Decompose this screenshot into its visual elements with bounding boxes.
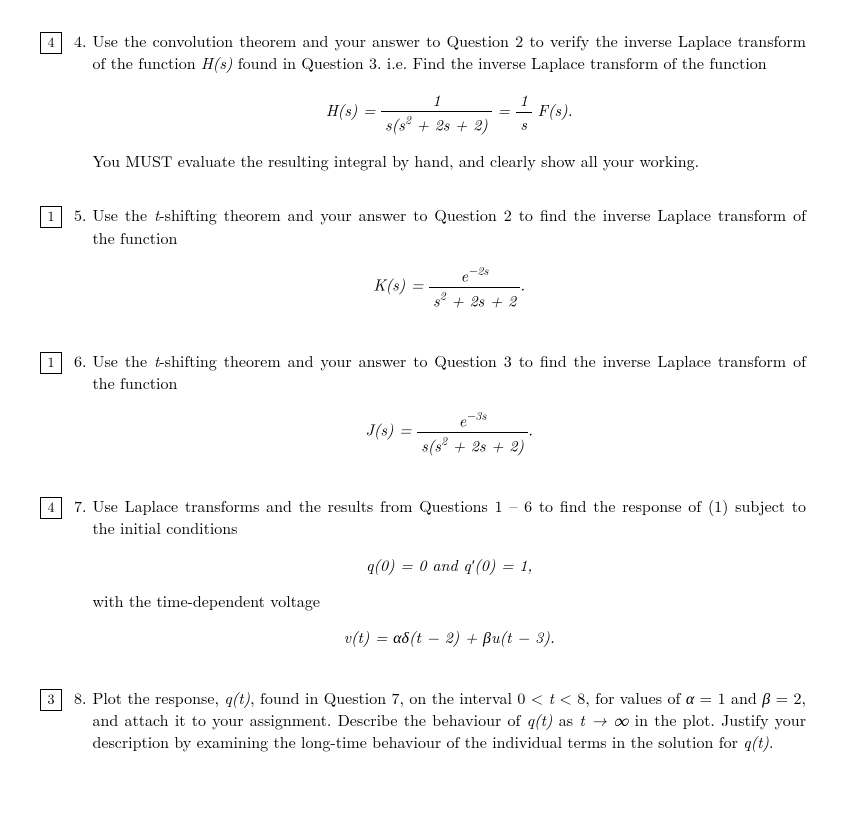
denominator: s2 + 2s + 2 [429, 288, 520, 312]
numerator: e−2s [429, 263, 520, 288]
numerator: e−3s [417, 408, 528, 433]
equation: K(s) = e−2s s2 + 2s + 2 . [92, 263, 806, 311]
fraction: 1 s(s2 + 2s + 2) [381, 89, 492, 136]
question-text: Use the convolution theorem and your ans… [92, 30, 806, 75]
text: as [552, 708, 579, 731]
mark-box: 4 [40, 32, 62, 54]
numerator: 1 [381, 89, 492, 112]
eq-end: . [528, 418, 533, 441]
text: Use the [92, 203, 154, 226]
question-body: Use the t-shifting theorem and your answ… [92, 350, 806, 471]
text: -shifting theorem and your answer to Que… [92, 349, 806, 394]
eq-lhs: H(s) = [326, 98, 381, 121]
question-4: 4 4. Use the convolution theorem and you… [40, 30, 806, 180]
den-part: s(s [385, 113, 405, 136]
question-number: 6. [74, 350, 86, 372]
math-inline: β [762, 686, 770, 709]
equation: H(s) = 1 s(s2 + 2s + 2) = 1 s F(s). [92, 89, 806, 136]
question-8: 3 8. Plot the response, q(t), found in Q… [40, 687, 806, 762]
text: = 1 and [694, 686, 762, 709]
equation: v(t) = αδ(t − 2) + βu(t − 3). [92, 626, 806, 648]
question-number: 7. [74, 495, 86, 517]
denominator: s [516, 113, 532, 135]
sup: −2s [468, 262, 488, 279]
eq-mid: = [498, 98, 516, 121]
math-inline: H(s) [201, 51, 233, 74]
question-6: 1 6. Use the t-shifting theorem and your… [40, 350, 806, 471]
den-part: s(s [421, 433, 441, 456]
den-part: + 2s + 2 [446, 288, 516, 311]
denominator: s(s2 + 2s + 2) [417, 433, 528, 457]
text: -shifting theorem and your answer to Que… [92, 203, 806, 248]
question-text: Use Laplace transforms and the results f… [92, 495, 806, 540]
math-inline: q(t) [527, 708, 553, 731]
question-7: 4 7. Use Laplace transforms and the resu… [40, 495, 806, 663]
math-inline: q(t) [224, 686, 250, 709]
math-inline: α [686, 686, 694, 709]
mark-box: 1 [40, 352, 62, 374]
text: found in Question 3. i.e. Find the inver… [232, 51, 766, 74]
math-inline: t → ∞ [579, 708, 628, 731]
eq-lhs: K(s) = [373, 273, 429, 296]
question-5: 1 5. Use the t-shifting theorem and your… [40, 204, 806, 325]
fraction: 1 s [516, 89, 532, 135]
question-number: 8. [74, 687, 86, 709]
text: , found in Question 7, on the interval 0… [250, 686, 549, 709]
question-number: 5. [74, 204, 86, 226]
denominator: s(s2 + 2s + 2) [381, 112, 492, 136]
question-text: with the time-dependent voltage [92, 590, 806, 612]
question-body: Use the convolution theorem and your ans… [92, 30, 806, 180]
text: Plot the response, [92, 686, 224, 709]
numerator: 1 [516, 89, 532, 112]
question-body: Use the t-shifting theorem and your answ… [92, 204, 806, 325]
den-part: + 2s + 2) [447, 433, 524, 456]
question-text: You MUST evaluate the resulting integral… [92, 150, 806, 172]
question-text: Use the t-shifting theorem and your answ… [92, 350, 806, 395]
text: Use the [92, 349, 154, 372]
question-body: Plot the response, q(t), found in Questi… [92, 687, 806, 762]
eq-lhs: J(s) = [366, 418, 418, 441]
question-text: Use the t-shifting theorem and your answ… [92, 204, 806, 249]
den-part: + 2s + 2) [411, 113, 488, 136]
text: < 8, for values of [554, 686, 686, 709]
question-body: Use Laplace transforms and the results f… [92, 495, 806, 663]
mark-box: 1 [40, 206, 62, 228]
text: . [769, 730, 773, 753]
eq-rhs: F(s). [538, 98, 573, 121]
equation: J(s) = e−3s s(s2 + 2s + 2) . [92, 408, 806, 456]
question-number: 4. [74, 30, 86, 52]
fraction: e−3s s(s2 + 2s + 2) [417, 408, 528, 456]
mark-box: 4 [40, 497, 62, 519]
question-text: Plot the response, q(t), found in Questi… [92, 687, 806, 754]
equation: q(0) = 0 and q′(0) = 1, [92, 554, 806, 576]
fraction: e−2s s2 + 2s + 2 [429, 263, 520, 311]
sup: −3s [466, 407, 486, 424]
math-inline: q(t) [743, 730, 769, 753]
mark-box: 3 [40, 689, 62, 711]
eq-end: . [520, 273, 525, 296]
